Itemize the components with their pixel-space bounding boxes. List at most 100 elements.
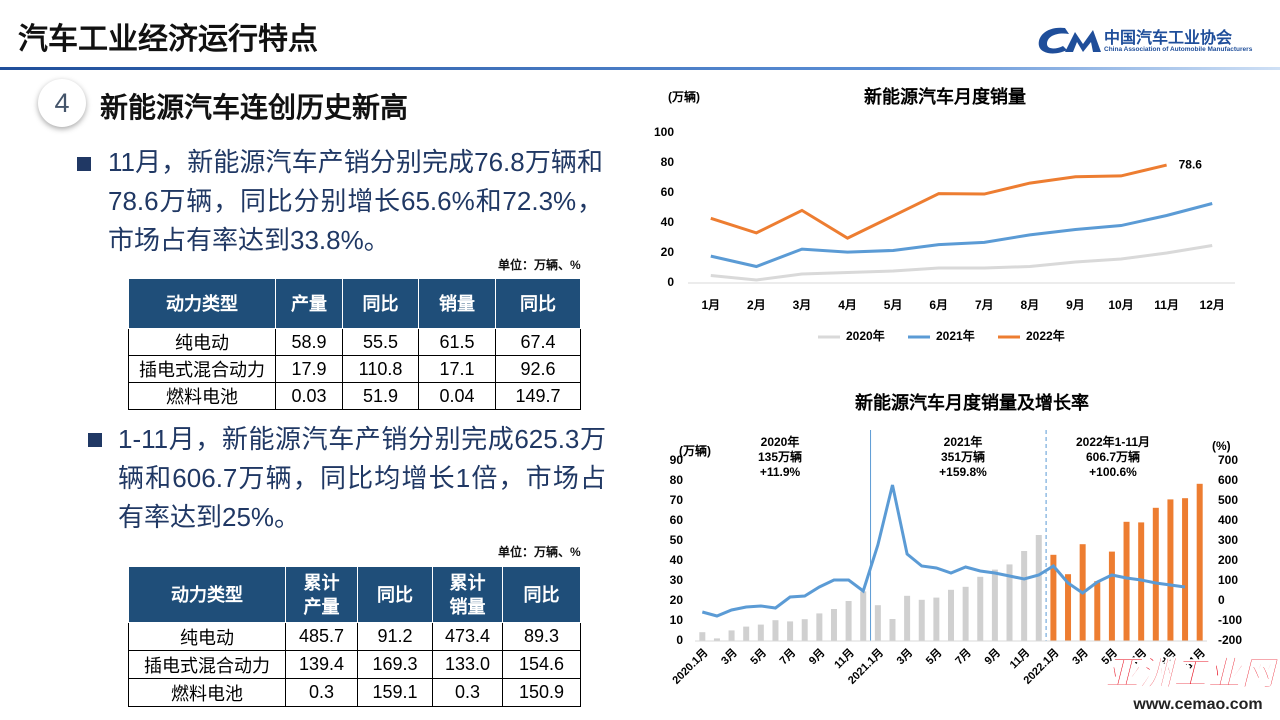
table-row: 插电式混合动力 139.4 169.3 133.0 154.6 xyxy=(128,650,581,679)
header-cell: 累计 销量 xyxy=(432,566,503,623)
x-tick-label: 7月 xyxy=(975,298,994,312)
cell-text: 17.9 xyxy=(291,358,327,379)
table-cell: 91.2 xyxy=(357,622,433,651)
table-row: 燃料电池 0.03 51.9 0.04 149.7 xyxy=(128,382,581,410)
table-cell: 插电式混合动力 xyxy=(128,355,276,383)
y-tick-label: 80 xyxy=(661,155,675,169)
bar xyxy=(787,621,794,641)
x-tick-label: 11月 xyxy=(832,646,857,671)
x-tick-label: 9月 xyxy=(982,646,1003,667)
bar xyxy=(845,601,852,641)
header-row: 动力类型 产量 同比 销量 同比 xyxy=(128,278,581,329)
watermark-url: www.cemao.com xyxy=(1132,696,1262,713)
table-cell: 485.7 xyxy=(285,622,358,651)
bar xyxy=(1094,581,1101,641)
y2-tick-label: 500 xyxy=(1218,493,1238,507)
bar xyxy=(816,613,823,641)
table-cell: 55.5 xyxy=(342,328,419,356)
cell-text: 169.3 xyxy=(372,654,418,674)
legend-label: 2021年 xyxy=(936,328,975,343)
annotation: +159.8% xyxy=(939,465,987,479)
bar xyxy=(1108,551,1115,641)
y2-axis-label: (%) xyxy=(1212,439,1231,453)
x-tick-label: 5月 xyxy=(884,298,903,312)
x-tick-label: 4月 xyxy=(838,298,857,312)
growth-line xyxy=(701,484,1186,618)
y-tick-label: 80 xyxy=(670,473,684,487)
cell-text: 纯电动 xyxy=(175,333,229,353)
annotation: +100.6% xyxy=(1089,465,1137,479)
cell-text: 61.5 xyxy=(439,331,475,352)
y-tick-label: 40 xyxy=(661,215,675,229)
bar xyxy=(757,624,764,641)
x-tick-label: 12月 xyxy=(1200,298,1225,312)
table-cell: 纯电动 xyxy=(128,328,276,356)
chart-title: 新能源汽车月度销量 xyxy=(864,86,1026,107)
annotation: 2022年1-11月 xyxy=(1076,434,1150,449)
legend-label: 2020年 xyxy=(846,328,885,343)
table-cell: 150.9 xyxy=(502,678,581,707)
y-tick-label: 100 xyxy=(654,125,674,139)
series-line xyxy=(710,244,1213,282)
x-tick-label: 2月 xyxy=(747,298,766,312)
y-tick-label: 60 xyxy=(661,185,675,199)
table-cell: 159.1 xyxy=(357,678,433,707)
bar xyxy=(860,591,867,641)
cell-text: 150.9 xyxy=(518,682,565,702)
y-tick-label: 60 xyxy=(670,513,684,527)
table-cell: 139.4 xyxy=(285,650,358,679)
cell-text: 纯电动 xyxy=(180,627,234,648)
table-cell: 61.5 xyxy=(418,328,496,356)
bar xyxy=(874,605,881,641)
x-tick-label: 9月 xyxy=(1157,646,1178,667)
y2-tick-label: 0 xyxy=(1218,593,1225,607)
table: 动力类型 累计 产量 同比 累计 销量 同比 纯电动 485.7 91.2 473.4 89.3 插… xyxy=(128,566,581,707)
table-cell: 0.3 xyxy=(432,678,503,707)
bullet-square xyxy=(88,433,102,447)
table-cell: 燃料电池 xyxy=(128,678,286,707)
table-row: 纯电动 485.7 91.2 473.4 89.3 xyxy=(128,622,581,651)
header-cell: 同比 xyxy=(357,566,433,623)
y2-tick-label: 600 xyxy=(1218,473,1238,487)
cell-text: 51.9 xyxy=(362,385,399,406)
header-cell: 销量 xyxy=(418,278,496,329)
bar xyxy=(801,619,808,641)
annotation: 2020年 xyxy=(761,434,800,449)
bar xyxy=(1006,564,1013,641)
cell-text: 149.7 xyxy=(515,385,561,406)
annotation: 351万辆 xyxy=(941,449,985,464)
x-tick-label: 10月 xyxy=(1108,298,1133,312)
x-tick-label: 5月 xyxy=(1099,646,1120,667)
table-cell: 473.4 xyxy=(432,622,503,651)
section-number: 4 xyxy=(38,79,86,127)
bar xyxy=(699,632,706,641)
cell-text: 插电式混合动力 xyxy=(139,360,265,380)
bar xyxy=(948,589,954,641)
bar xyxy=(1079,544,1086,641)
bar xyxy=(1138,522,1145,641)
x-tick-label: 11月 xyxy=(1007,646,1032,671)
table-cell: 0.03 xyxy=(275,382,343,410)
annotation: 135万辆 xyxy=(758,449,802,464)
table-cell: 149.7 xyxy=(495,382,581,410)
cell-text: 485.7 xyxy=(298,626,345,646)
table-cell: 17.1 xyxy=(418,355,496,383)
header-row: 动力类型 累计 产量 同比 累计 销量 同比 xyxy=(128,566,581,623)
table-cell: 燃料电池 xyxy=(128,382,276,410)
table-cell: 插电式混合动力 xyxy=(128,650,286,679)
y2-tick-label: 100 xyxy=(1218,573,1238,587)
cell-text: 58.9 xyxy=(291,331,327,352)
bar xyxy=(991,569,998,641)
y2-tick-label: -200 xyxy=(1218,633,1242,647)
x-tick-label: 2020.1月 xyxy=(670,646,711,687)
table-cell: 纯电动 xyxy=(128,622,286,651)
table: 动力类型 产量 同比 销量 同比 纯电动 58.9 55.5 61.5 67.4 插电式混合动力 17… xyxy=(128,278,581,410)
y2-tick-label: 200 xyxy=(1218,553,1238,567)
bar xyxy=(1035,535,1042,641)
slide-title: 汽车工业经济运行特点 xyxy=(18,23,318,56)
section-title: 新能源汽车连创历史新高 xyxy=(100,92,409,123)
cell-text: 154.6 xyxy=(518,654,565,674)
table-unit: 单位：万辆、% xyxy=(498,545,581,559)
chart-title: 新能源汽车月度销量及增长率 xyxy=(855,392,1089,413)
table-row: 插电式混合动力 17.9 110.8 17.1 92.6 xyxy=(128,355,581,383)
